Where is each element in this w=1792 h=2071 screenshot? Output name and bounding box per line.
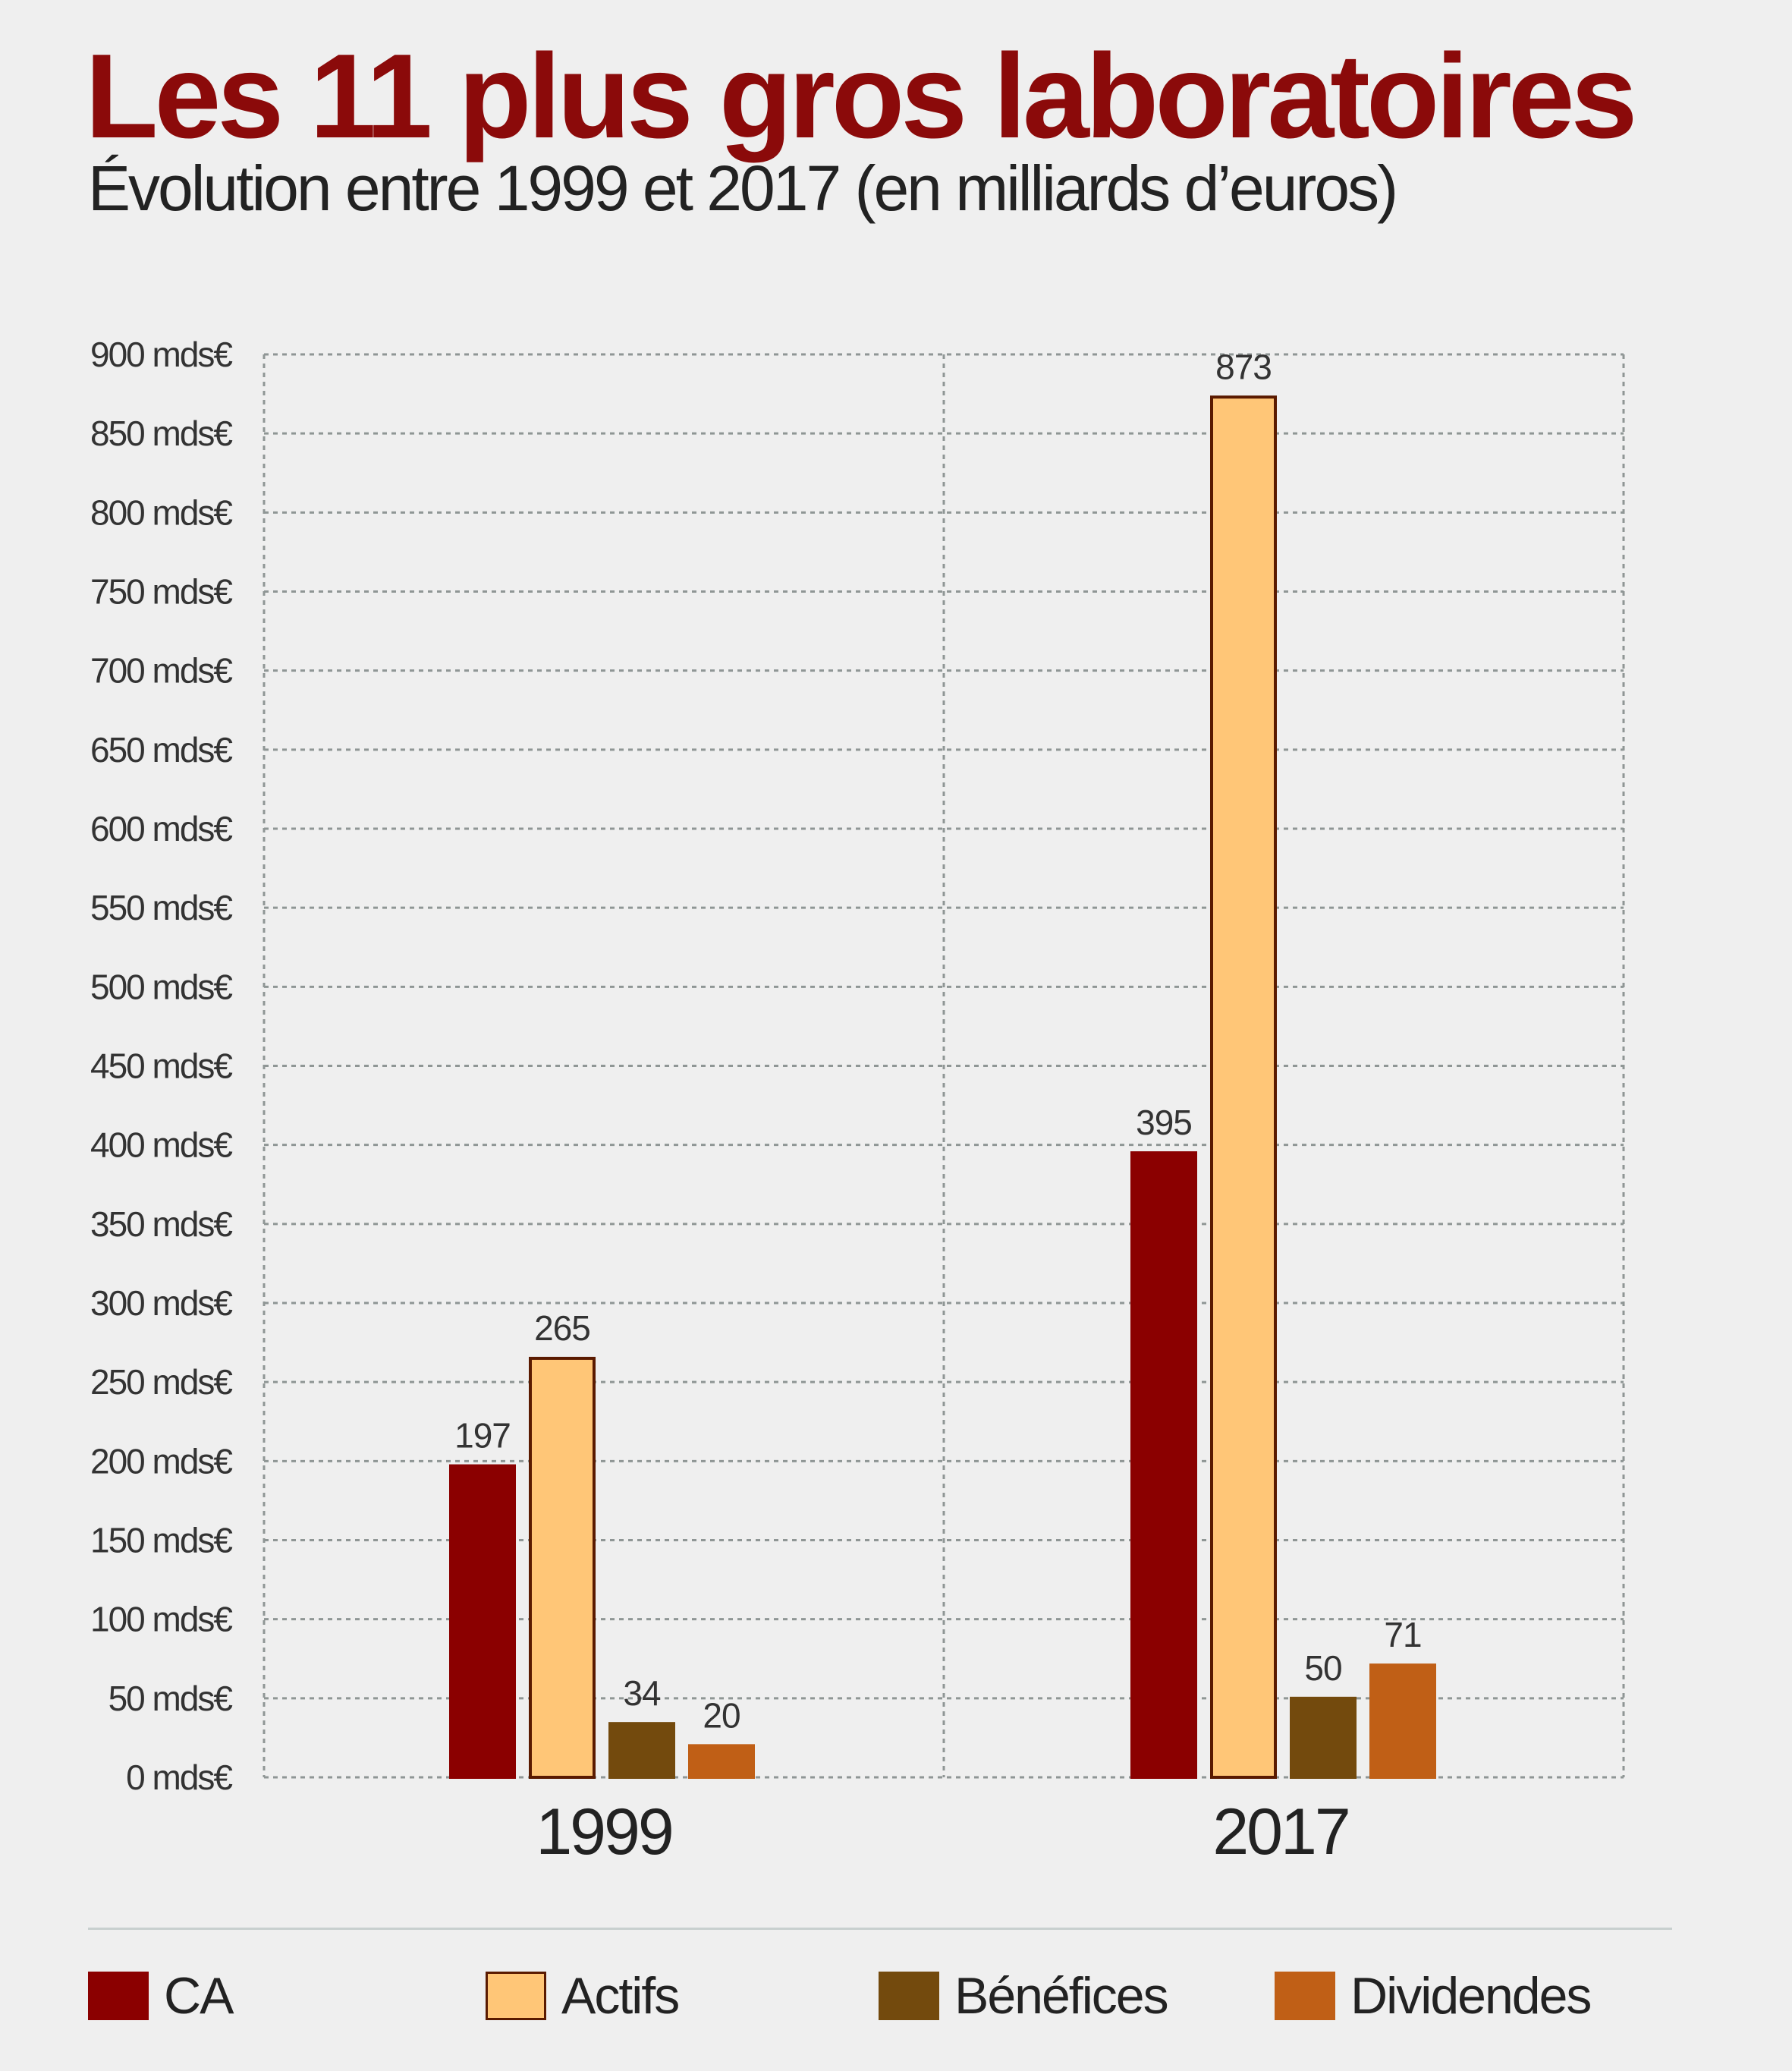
y-tick-label: 500 mds€ — [90, 967, 232, 1006]
legend-item-dividendes: Dividendes — [1275, 1967, 1592, 2025]
legend-swatch-benefices — [879, 1972, 939, 2020]
legend-label: Dividendes — [1350, 1967, 1592, 2025]
y-tick-label: 600 mds€ — [90, 809, 232, 848]
y-tick-label: 400 mds€ — [90, 1125, 232, 1165]
legend-label: Bénéfices — [954, 1967, 1169, 2025]
legend-item-actifs: Actifs — [486, 1967, 680, 2025]
data-label: 395 — [1136, 1103, 1192, 1142]
y-tick-label: 250 mds€ — [90, 1362, 232, 1402]
data-label: 34 — [623, 1673, 661, 1713]
legend: CA Actifs Bénéfices Dividendes — [0, 1970, 1792, 2031]
x-tick-label: 2017 — [1212, 1796, 1348, 1868]
chart-title: Les 11 plus gros laboratoires — [85, 30, 1637, 163]
data-label: 50 — [1304, 1648, 1341, 1688]
data-label: 873 — [1215, 347, 1272, 386]
y-tick-label: 350 mds€ — [90, 1204, 232, 1244]
legend-divider — [88, 1928, 1672, 1930]
y-tick-label: 650 mds€ — [90, 730, 232, 770]
legend-label: Actifs — [561, 1967, 680, 2025]
y-tick-label: 450 mds€ — [90, 1047, 232, 1086]
bar — [449, 1464, 516, 1780]
bar-chart: 0 mds€ 50 mds€ 100 mds€ 150 mds€ 200 mds€ 250… — [90, 335, 1625, 1868]
y-tick-label: 100 mds€ — [90, 1600, 232, 1639]
data-label: 20 — [703, 1695, 740, 1735]
bar — [1130, 1151, 1197, 1780]
legend-item-ca: CA — [88, 1967, 234, 2025]
chart-subtitle: Évolution entre 1999 et 2017 (en milliar… — [88, 153, 1398, 224]
y-tick-label: 750 mds€ — [90, 572, 232, 612]
bar — [1290, 1696, 1357, 1779]
y-tick-label: 300 mds€ — [90, 1283, 232, 1323]
y-tick-label: 700 mds€ — [90, 651, 232, 691]
legend-label: CA — [164, 1967, 234, 2025]
legend-item-benefices: Bénéfices — [879, 1967, 1169, 2025]
bar — [608, 1722, 675, 1780]
bar — [529, 1356, 596, 1779]
x-tick-label: 1999 — [536, 1796, 671, 1868]
data-label: 197 — [454, 1416, 511, 1456]
y-tick-label: 0 mds€ — [126, 1758, 232, 1797]
y-tick-label: 850 mds€ — [90, 414, 232, 453]
legend-swatch-dividendes — [1275, 1972, 1335, 2020]
y-tick-label: 900 mds€ — [90, 335, 232, 374]
y-tick-label: 550 mds€ — [90, 888, 232, 927]
data-label: 265 — [534, 1308, 590, 1348]
bar — [1369, 1663, 1436, 1779]
y-tick-label: 150 mds€ — [90, 1521, 232, 1560]
bar — [688, 1744, 755, 1779]
y-tick-label: 50 mds€ — [108, 1679, 233, 1718]
y-tick-label: 200 mds€ — [90, 1441, 232, 1481]
data-label: 71 — [1384, 1615, 1421, 1654]
y-tick-label: 800 mds€ — [90, 493, 232, 532]
legend-swatch-actifs — [486, 1972, 546, 2020]
bar — [1210, 395, 1277, 1779]
legend-swatch-ca — [88, 1972, 149, 2020]
